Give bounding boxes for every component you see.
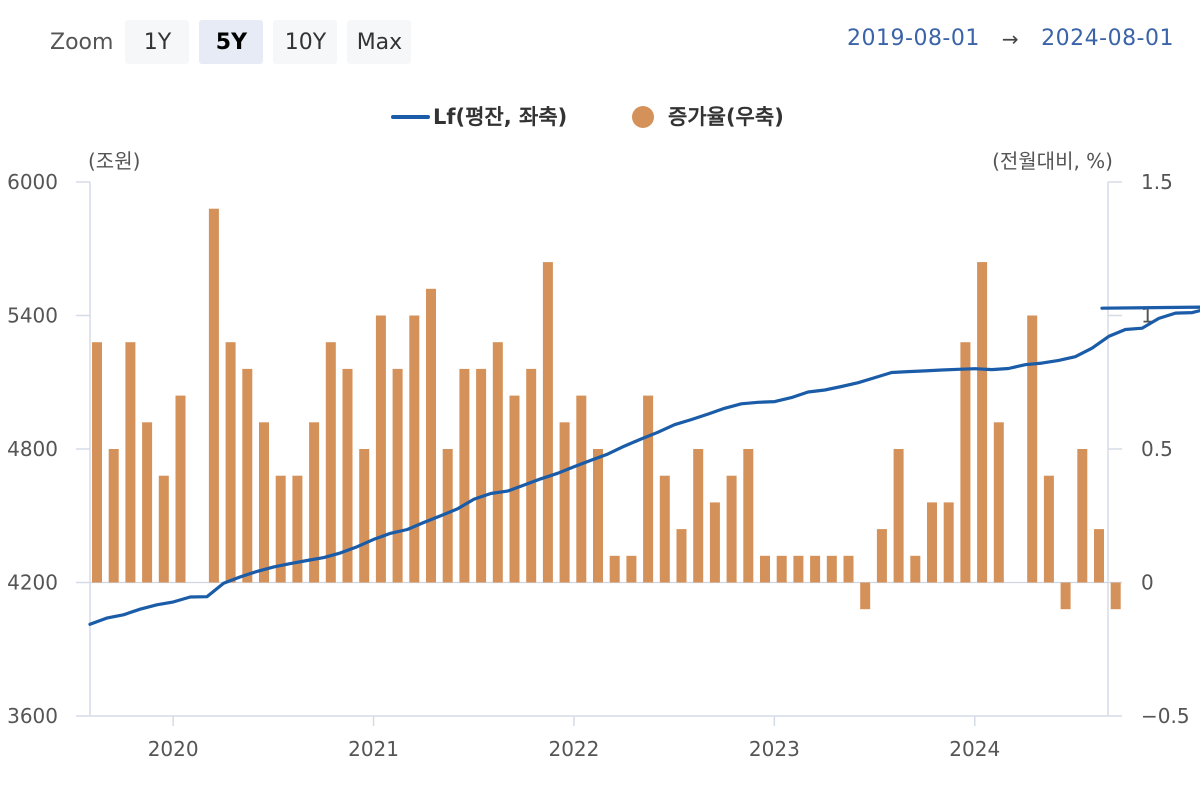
- range-arrow-icon: →: [1001, 26, 1020, 51]
- growth-bar: [626, 555, 637, 583]
- growth-bar: [793, 555, 804, 583]
- right-axis-unit: (전월대비, %): [992, 149, 1113, 173]
- zoom-10y-button[interactable]: 10Y: [273, 20, 338, 64]
- legend-line-label: Lf(평잔, 좌축): [433, 105, 567, 129]
- growth-bar: [542, 262, 553, 583]
- growth-bar: [225, 342, 236, 583]
- growth-bar: [643, 395, 654, 583]
- x-tick-label: 2024: [949, 737, 1000, 761]
- growth-bar: [259, 422, 269, 583]
- growth-bar: [158, 475, 169, 583]
- range-start[interactable]: 2019-08-01: [847, 26, 980, 51]
- growth-bar: [659, 475, 670, 583]
- right-tick-label: 0: [1141, 571, 1154, 595]
- growth-bar: [409, 315, 420, 583]
- growth-bar: [375, 315, 386, 583]
- growth-bar: [860, 582, 871, 610]
- growth-bar: [810, 555, 821, 583]
- growth-bar: [993, 422, 1004, 583]
- growth-bar: [1110, 582, 1121, 610]
- growth-bar: [309, 422, 320, 583]
- growth-bar: [459, 368, 470, 583]
- x-tick-label: 2023: [749, 737, 800, 761]
- growth-bar: [1077, 449, 1088, 583]
- zoom-max-button[interactable]: Max: [347, 20, 412, 64]
- growth-bar: [709, 502, 720, 583]
- x-tick-label: 2022: [548, 737, 599, 761]
- growth-bar: [208, 208, 219, 583]
- growth-bar: [693, 449, 704, 583]
- growth-bar: [893, 449, 904, 583]
- growth-bar: [1027, 315, 1038, 583]
- growth-bar: [392, 368, 403, 583]
- growth-bar: [125, 342, 136, 583]
- growth-bar: [960, 342, 971, 583]
- legend-bar-swatch: [632, 106, 654, 128]
- growth-bar: [910, 555, 921, 583]
- growth-bar: [576, 395, 587, 583]
- growth-bar: [242, 368, 253, 583]
- growth-bar: [593, 449, 603, 583]
- growth-bar: [442, 449, 453, 583]
- growth-bar: [826, 555, 837, 583]
- growth-bar: [175, 395, 186, 583]
- growth-bar: [843, 555, 854, 583]
- growth-bar: [526, 368, 537, 583]
- growth-bar: [342, 368, 353, 583]
- x-tick-label: 2021: [348, 737, 399, 761]
- growth-bar: [426, 288, 436, 583]
- legend-bar-label: 증가율(우축): [668, 105, 784, 129]
- date-range: 2019-08-01 → 2024-08-01: [847, 26, 1174, 51]
- growth-bar: [325, 342, 336, 583]
- right-tick-label: −0.5: [1141, 704, 1190, 728]
- growth-bar: [492, 342, 503, 583]
- growth-bar: [476, 368, 487, 583]
- growth-bar: [876, 529, 887, 583]
- right-tick-label: 1.5: [1141, 170, 1173, 194]
- growth-bar: [726, 475, 737, 583]
- right-tick-label: 0.5: [1141, 437, 1173, 461]
- growth-bar: [142, 422, 153, 583]
- growth-bar: [977, 262, 988, 583]
- growth-bar: [760, 555, 770, 583]
- zoom-5y-button[interactable]: 5Y: [199, 20, 264, 64]
- growth-bar: [1094, 529, 1104, 583]
- growth-bar: [292, 475, 303, 583]
- growth-bar: [1060, 582, 1071, 610]
- left-tick-label: 3600: [7, 704, 58, 728]
- growth-bar: [92, 342, 102, 583]
- growth-bar: [927, 502, 937, 583]
- growth-bar: [676, 529, 687, 583]
- left-tick-label: 4200: [7, 571, 58, 595]
- left-tick-label: 4800: [7, 437, 58, 461]
- left-tick-label: 5400: [7, 304, 58, 328]
- growth-bar: [1043, 475, 1054, 583]
- left-tick-label: 6000: [7, 170, 58, 194]
- lf-line: [88, 305, 1200, 626]
- zoom-label: Zoom: [50, 29, 114, 55]
- range-end[interactable]: 2024-08-01: [1041, 26, 1174, 51]
- zoom-bar: Zoom 1Y 5Y 10Y Max: [50, 20, 421, 64]
- zoom-1y-button[interactable]: 1Y: [125, 20, 190, 64]
- growth-bar: [609, 555, 620, 583]
- growth-bar: [559, 422, 570, 583]
- left-axis-unit: (조원): [88, 149, 140, 173]
- growth-bar: [743, 449, 754, 583]
- growth-bar: [275, 475, 286, 583]
- growth-bar: [776, 555, 787, 583]
- growth-bar: [108, 449, 119, 583]
- growth-bar: [359, 449, 370, 583]
- x-tick-label: 2020: [148, 737, 199, 761]
- growth-bar: [943, 502, 954, 583]
